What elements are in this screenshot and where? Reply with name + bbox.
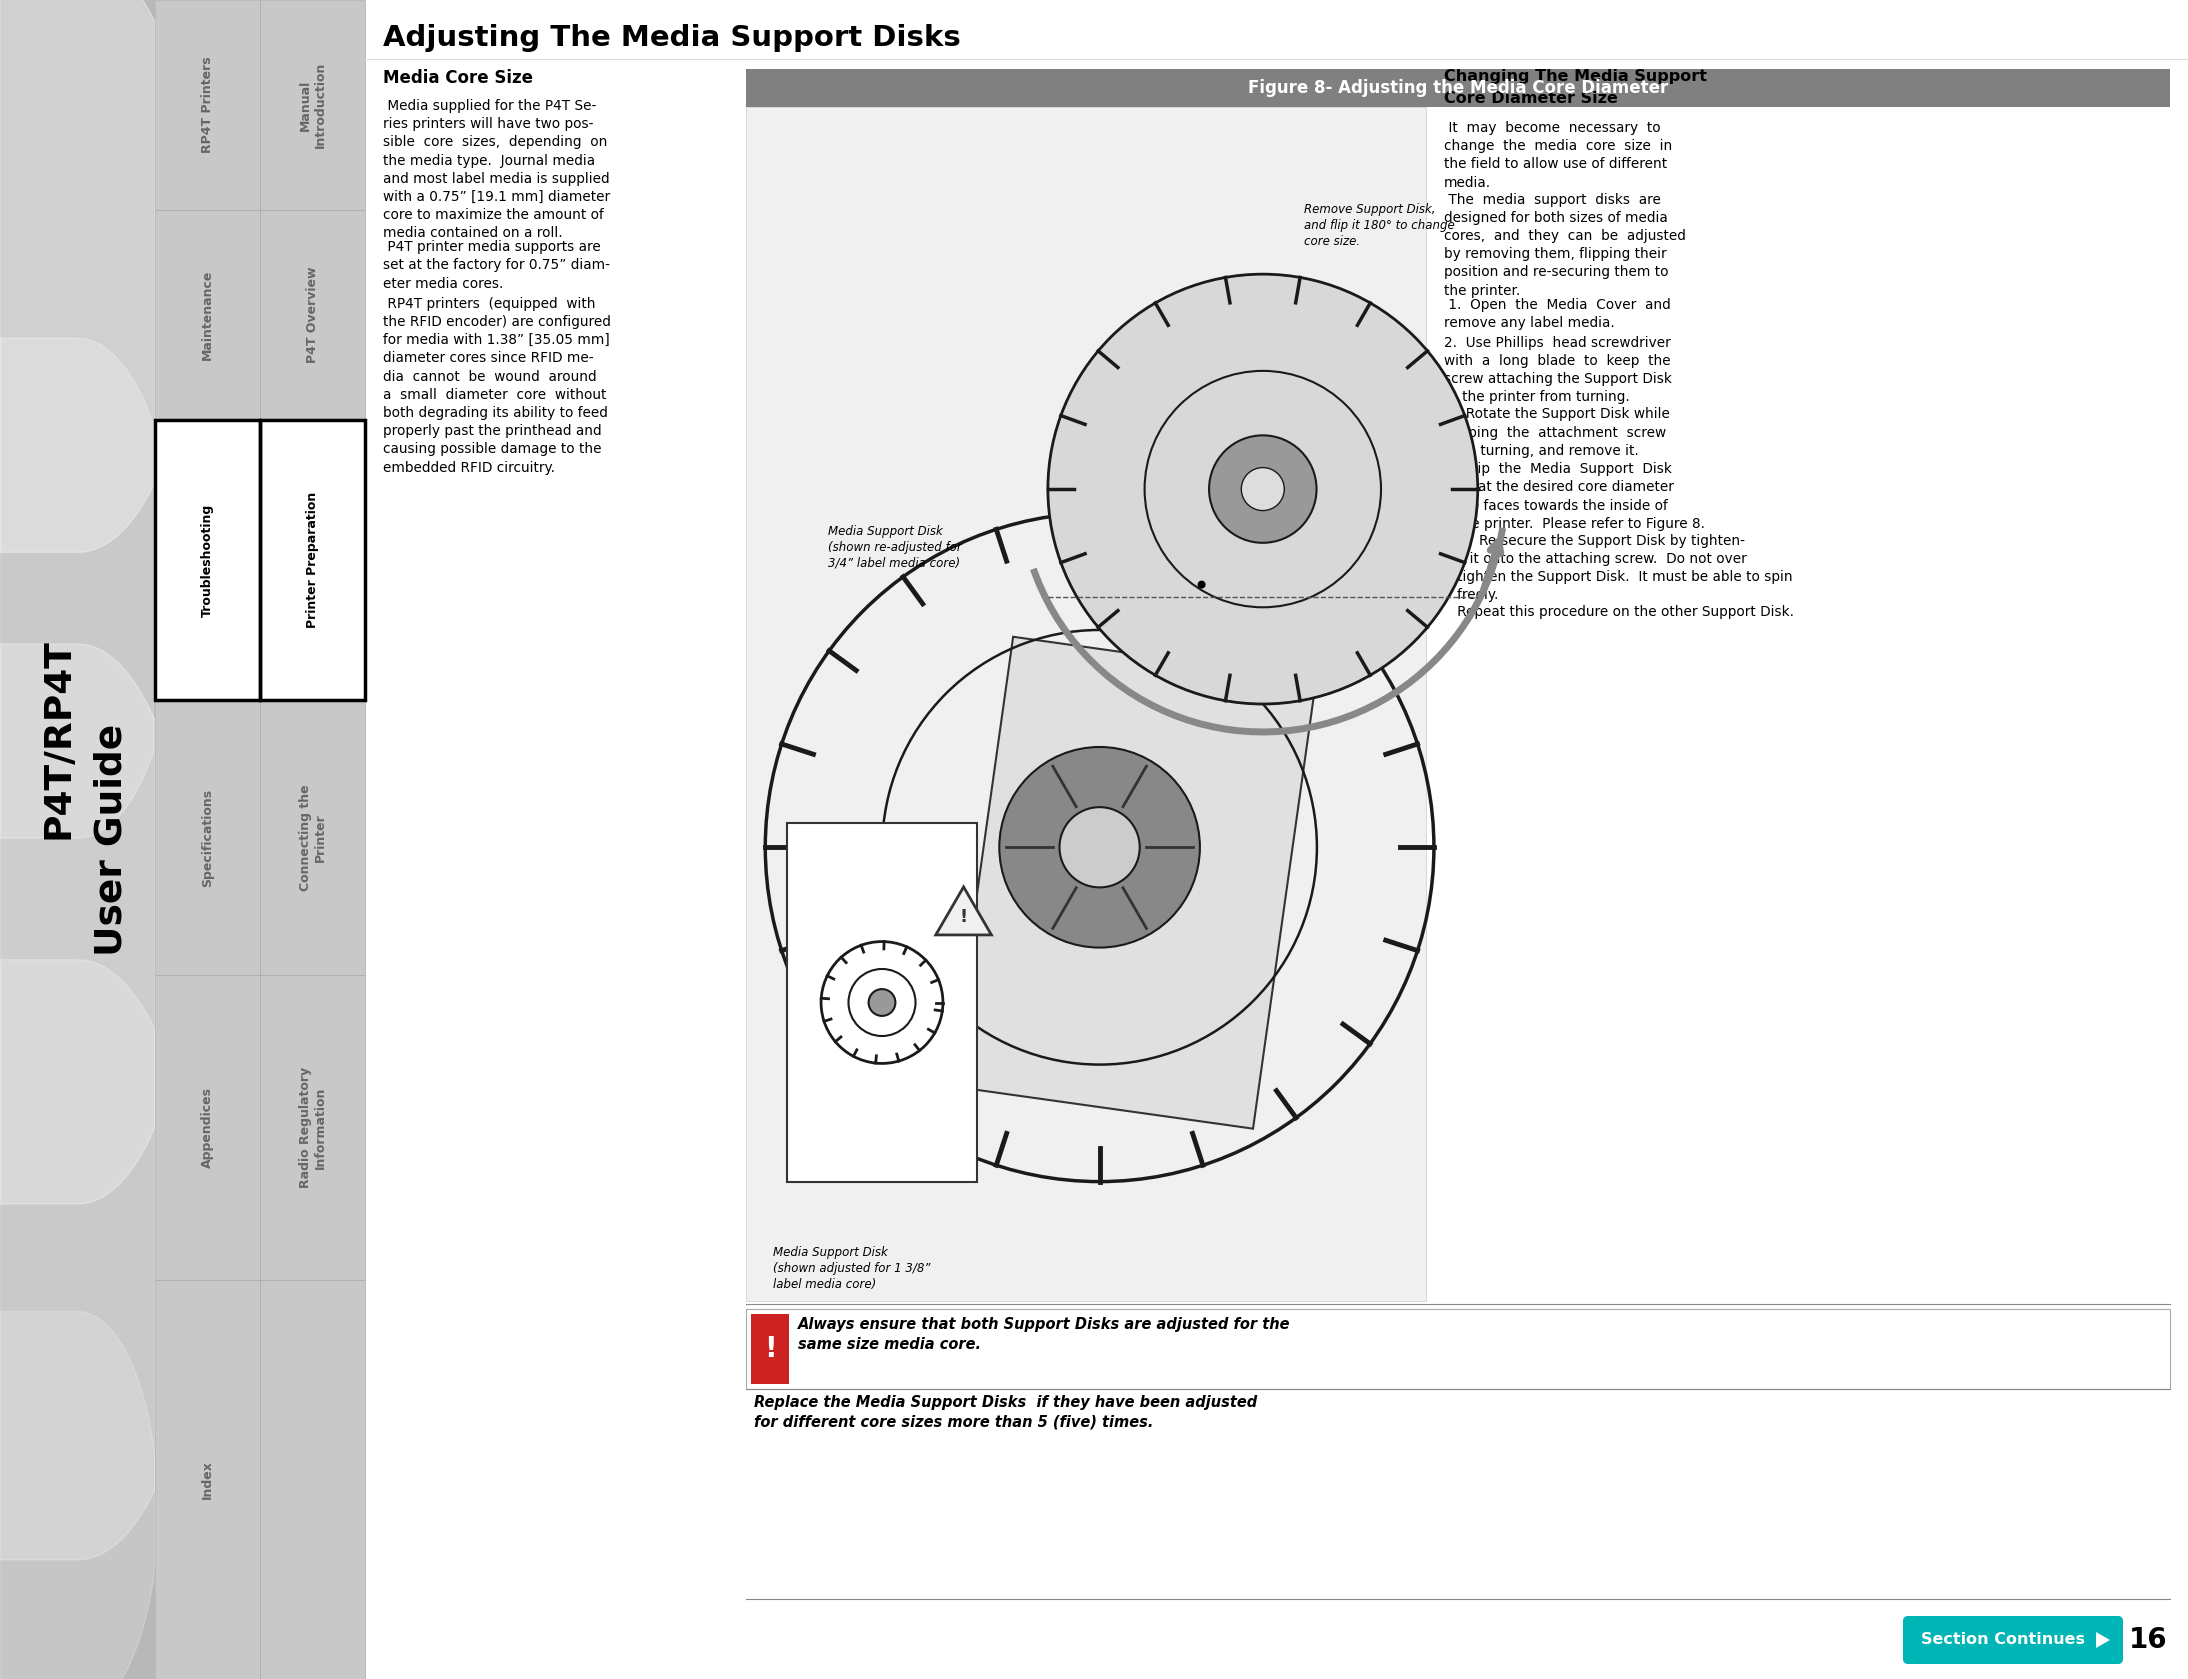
Bar — [155, 420, 260, 700]
Bar — [155, 1279, 260, 1679]
Text: P4T printer media supports are
set at the factory for 0.75” diam-
eter media cor: P4T printer media supports are set at th… — [383, 240, 610, 290]
Text: Changing The Media Support: Changing The Media Support — [1444, 69, 1707, 84]
Text: Appendices: Appendices — [201, 1086, 214, 1169]
Bar — [155, 210, 260, 420]
Bar — [365, 0, 2188, 1679]
Text: Media Support Disk
(shown re-adjusted for
3/4” label media core): Media Support Disk (shown re-adjusted fo… — [827, 526, 961, 569]
Text: 4.  Flip  the  Media  Support  Disk
so that the desired core diameter
ridge face: 4. Flip the Media Support Disk so that t… — [1444, 462, 1704, 531]
Bar — [260, 1279, 365, 1679]
Text: Radio Regulatory
Information: Radio Regulatory Information — [298, 1066, 326, 1189]
Text: Manual
Introduction: Manual Introduction — [298, 62, 326, 148]
Bar — [788, 823, 978, 1182]
Text: The  media  support  disks  are
designed for both sizes of media
cores,  and  th: The media support disks are designed for… — [1444, 193, 1687, 297]
Circle shape — [1197, 581, 1206, 589]
Text: Connecting the
Printer: Connecting the Printer — [298, 784, 326, 892]
Bar — [750, 1315, 790, 1383]
Bar — [950, 636, 1317, 1128]
Text: Section Continues: Section Continues — [1921, 1632, 2085, 1647]
Text: !: ! — [961, 908, 967, 925]
Circle shape — [1048, 274, 1477, 704]
Circle shape — [1210, 435, 1317, 542]
Circle shape — [1000, 747, 1199, 947]
Text: RP4T Printers: RP4T Printers — [201, 57, 214, 153]
Text: 1.  Open  the  Media  Cover  and
remove any label media.: 1. Open the Media Cover and remove any l… — [1444, 299, 1672, 331]
Text: It  may  become  necessary  to
change  the  media  core  size  in
the field to a: It may become necessary to change the me… — [1444, 121, 1672, 190]
Bar — [155, 700, 260, 975]
Text: Adjusting The Media Support Disks: Adjusting The Media Support Disks — [383, 24, 961, 52]
Text: P4T/RP4T: P4T/RP4T — [42, 638, 77, 840]
Text: Troubleshooting: Troubleshooting — [201, 504, 214, 616]
Text: Replace the Media Support Disks  if they have been adjusted
for different core s: Replace the Media Support Disks if they … — [755, 1395, 1258, 1431]
Text: Media Core Size: Media Core Size — [383, 69, 534, 87]
Text: Maintenance: Maintenance — [201, 270, 214, 361]
Text: Figure 8- Adjusting the Media Core Diameter: Figure 8- Adjusting the Media Core Diame… — [1247, 79, 1667, 97]
Text: !: ! — [764, 1335, 777, 1363]
Text: P4T Overview: P4T Overview — [306, 267, 319, 363]
Text: 16: 16 — [2129, 1625, 2168, 1654]
Circle shape — [1059, 808, 1140, 888]
Bar — [155, 0, 260, 210]
Text: Media Support Disk
(shown adjusted for 1 3/8”
label media core): Media Support Disk (shown adjusted for 1… — [772, 1246, 930, 1291]
Bar — [746, 107, 1427, 1301]
Text: Specifications: Specifications — [201, 789, 214, 887]
Text: 2.  Use Phillips  head screwdriver
with  a  long  blade  to  keep  the
screw att: 2. Use Phillips head screwdriver with a … — [1444, 336, 1672, 405]
Bar — [746, 1310, 2170, 1389]
Text: Printer Preparation: Printer Preparation — [306, 492, 319, 628]
Bar — [155, 420, 260, 700]
Polygon shape — [936, 887, 991, 935]
Bar — [260, 0, 365, 210]
FancyBboxPatch shape — [1904, 1615, 2122, 1664]
Text: RP4T printers  (equipped  with
the RFID encoder) are configured
for media with 1: RP4T printers (equipped with the RFID en… — [383, 297, 610, 475]
Text: Repeat this procedure on the other Support Disk.: Repeat this procedure on the other Suppo… — [1444, 606, 1794, 620]
Bar — [260, 700, 365, 975]
Text: 3.  Rotate the Support Disk while
keeping  the  attachment  screw
from turning, : 3. Rotate the Support Disk while keeping… — [1444, 408, 1669, 458]
Bar — [260, 210, 365, 420]
Bar — [260, 420, 365, 700]
Text: Core Diameter Size: Core Diameter Size — [1444, 91, 1617, 106]
Text: Always ensure that both Support Disks are adjusted for the
same size media core.: Always ensure that both Support Disks ar… — [799, 1316, 1291, 1352]
Bar — [260, 975, 365, 1279]
Text: 5.  Re-secure the Support Disk by tighten-
ing it onto the attaching screw.  Do : 5. Re-secure the Support Disk by tighten… — [1444, 534, 1792, 603]
Bar — [746, 69, 2170, 107]
Circle shape — [1241, 467, 1284, 510]
Bar — [0, 0, 155, 1679]
Bar — [155, 975, 260, 1279]
Text: Remove Support Disk,
and flip it 180° to change
core size.: Remove Support Disk, and flip it 180° to… — [1304, 203, 1455, 247]
Bar — [260, 420, 365, 700]
Circle shape — [869, 989, 895, 1016]
Text: User Guide: User Guide — [94, 724, 129, 955]
Text: Media supplied for the P4T Se-
ries printers will have two pos-
sible  core  siz: Media supplied for the P4T Se- ries prin… — [383, 99, 610, 240]
Polygon shape — [2096, 1632, 2109, 1649]
Text: Index: Index — [201, 1461, 214, 1499]
